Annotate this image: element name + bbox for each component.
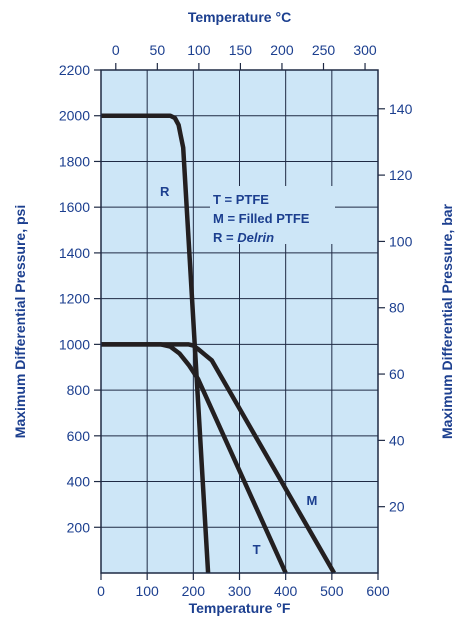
tick-label-top: 50 [150,42,166,58]
tick-label-left: 1400 [59,245,90,261]
top-axis-title: Temperature °C [188,9,291,25]
tick-label-left: 2200 [59,62,90,78]
curve-labels: R T M [160,184,317,557]
tick-label-right: 80 [389,300,405,316]
legend: T = PTFE M = Filled PTFE R = Delrin [210,186,335,245]
curve-R [101,113,211,574]
bottom-axis-title: Temperature °F [189,600,291,616]
tick-label-right: 140 [389,101,413,117]
tick-label-right: 100 [389,233,413,249]
tick-label-bottom: 400 [274,583,298,599]
tick-label-bottom: 100 [135,583,159,599]
legend-entry-delrin: R = Delrin [213,230,274,245]
tick-label-left: 1200 [59,291,90,307]
tick-label-right: 40 [389,432,405,448]
legend-box [210,186,335,244]
tick-label-bottom: 200 [182,583,206,599]
tick-label-top: 100 [187,42,211,58]
tick-label-top: 300 [353,42,377,58]
tick-label-right: 20 [389,499,405,515]
tick-label-bottom: 500 [320,583,344,599]
legend-key-r: R = [213,230,237,245]
curve-M [101,342,337,575]
curves [101,113,337,575]
tick-label-right: 60 [389,366,405,382]
tick-label-left: 1800 [59,153,90,169]
tick-label-top: 0 [112,42,120,58]
tick-label-left: 2000 [59,108,90,124]
legend-entry-filled-ptfe: M = Filled PTFE [213,211,310,226]
tick-label-top: 250 [312,42,336,58]
tick-label-right: 120 [389,167,413,183]
right-axis-title: Maximum Differential Pressure, bar [439,203,455,439]
curve-label-T: T [253,542,261,557]
tick-label-left: 1000 [59,336,90,352]
curve-label-R: R [160,184,170,199]
tick-label-left: 400 [67,474,91,490]
tick-label-bottom: 0 [97,583,105,599]
tick-label-left: 800 [67,382,91,398]
legend-material-delrin: Delrin [237,230,274,245]
tick-label-left: 1600 [59,199,90,215]
legend-entry-ptfe: T = PTFE [213,192,269,207]
left-axis-title: Maximum Differential Pressure, psi [12,205,28,438]
tick-label-bottom: 300 [228,583,252,599]
tick-label-top: 200 [270,42,294,58]
tick-label-bottom: 600 [366,583,390,599]
curve-label-M: M [307,493,318,508]
tick-label-left: 600 [67,428,91,444]
tick-label-left: 200 [67,519,91,535]
tick-labels: 0 100 200 300 400 500 600 0 50 100 150 200 250 300 200… [59,42,413,599]
tick-label-top: 150 [229,42,253,58]
